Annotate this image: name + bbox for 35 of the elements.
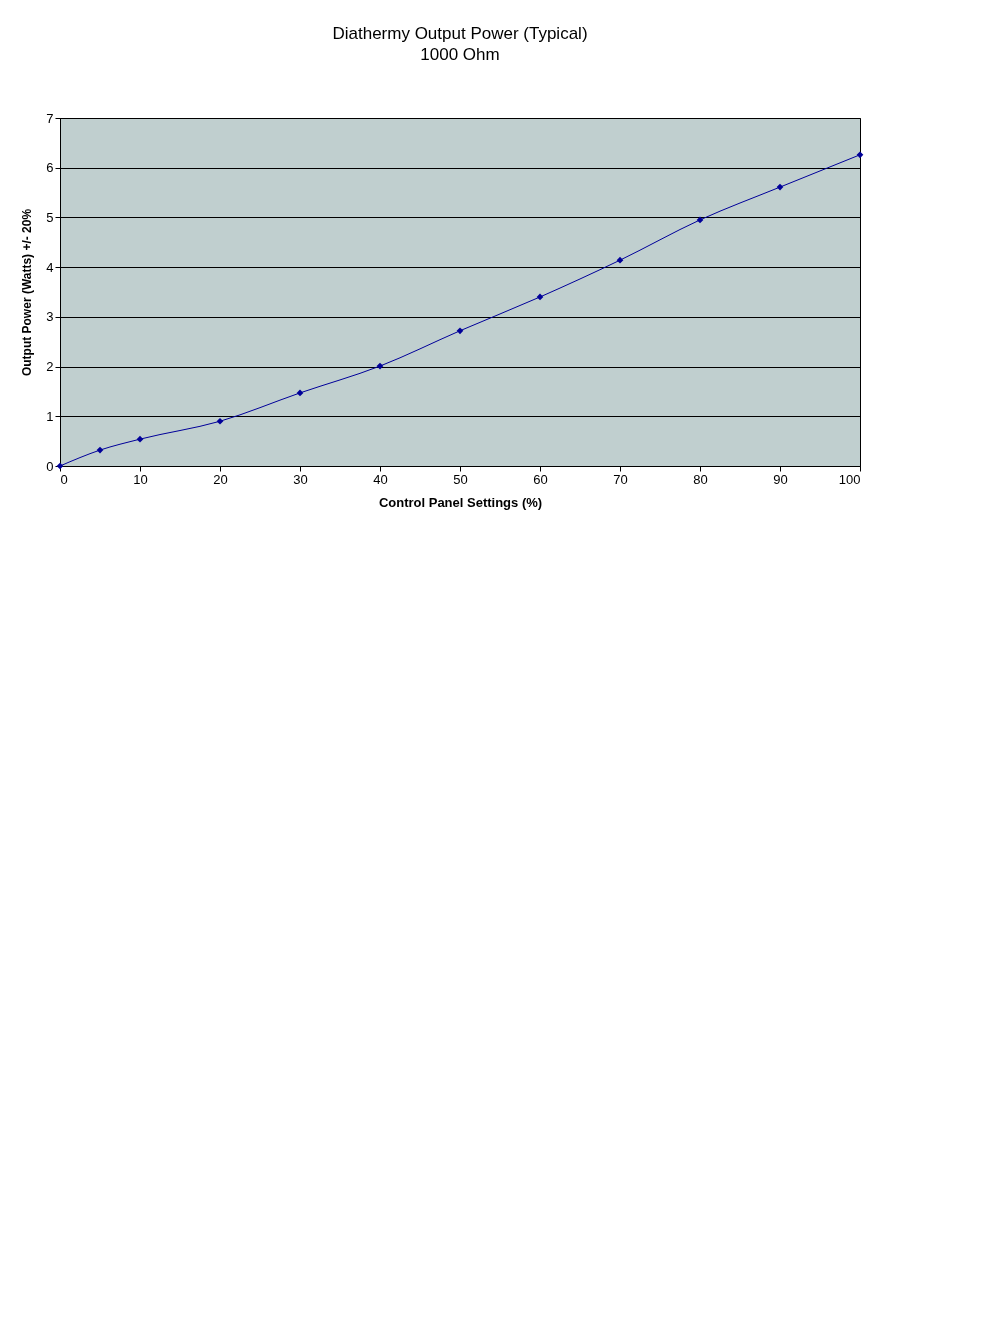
x-tick-label: 90 [773,471,788,487]
y-tick-label: 3 [46,309,54,325]
point [56,462,64,470]
x-tick-label: 100 [838,471,861,487]
point [536,293,544,301]
x-tick-label: 60 [533,471,548,487]
x-tick-label: 70 [613,471,628,487]
x-tick-label: 50 [453,471,468,487]
x-tick-label: 80 [693,471,708,487]
y-tick-label: 5 [46,209,54,225]
point [456,327,464,335]
point [216,417,224,425]
point [376,362,384,370]
y-tick-label: 7 [46,110,54,126]
x-tick-label: 20 [213,471,228,487]
point [96,446,104,454]
point [616,256,624,264]
y-tick-label: 0 [46,458,54,474]
x-tick-label: 40 [373,471,388,487]
x-tick-label: 10 [133,471,148,487]
chart-title: Diathermy Output Power (Typical) [332,24,588,43]
y-tick-label: 4 [46,259,54,275]
point [296,389,304,397]
y-tick-label: 2 [46,359,54,375]
y-axis-title: Output Power (Watts) +/- 20% [20,208,35,377]
point [856,151,864,159]
y-tick-label: 1 [46,408,54,424]
x-tick-label: 30 [293,471,308,487]
y-tick-label: 6 [46,160,54,176]
chart-subtitle: 1000 Ohm [420,45,500,64]
point [136,435,144,443]
x-axis-title: Control Panel Settings (%) [378,494,543,510]
x-tick-label: 0 [60,471,68,487]
point [776,183,784,191]
point [696,216,704,224]
